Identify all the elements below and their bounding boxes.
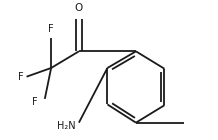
Text: F: F bbox=[18, 72, 23, 82]
Text: F: F bbox=[48, 24, 54, 34]
Text: O: O bbox=[75, 3, 83, 13]
Text: H₂N: H₂N bbox=[57, 121, 76, 131]
Text: H₂N: H₂N bbox=[57, 121, 76, 131]
Text: F: F bbox=[32, 97, 38, 107]
